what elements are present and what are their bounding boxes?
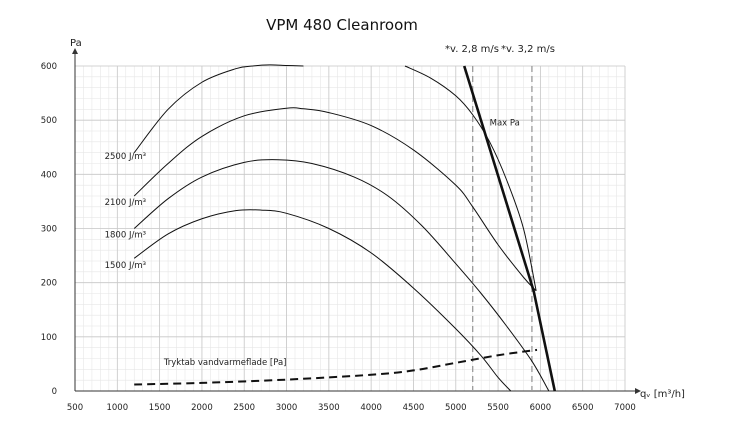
y-tick-label: 300 xyxy=(41,225,57,235)
chart-title: VPM 480 Cleanroom xyxy=(266,16,418,34)
y-tick-label: 500 xyxy=(41,116,57,126)
x-tick-label: 4000 xyxy=(360,403,382,413)
y-tick-label: 200 xyxy=(41,279,57,289)
x-tick-label: 7000 xyxy=(614,403,636,413)
x-tick-label: 3500 xyxy=(318,403,340,413)
curve-label: 1500 J/m³ xyxy=(105,261,146,271)
x-axis-arrow xyxy=(635,388,641,394)
y-tick-label: 100 xyxy=(41,333,57,343)
curve-label: 1800 J/m³ xyxy=(105,231,146,241)
x-tick-label: 6500 xyxy=(572,403,594,413)
x-tick-label: 2000 xyxy=(191,403,213,413)
series-line xyxy=(462,65,557,392)
y-tick-label: 600 xyxy=(41,62,57,72)
x-tick-label: 5000 xyxy=(445,403,467,413)
x-tick-label: 6000 xyxy=(530,403,552,413)
y-axis-label: Pa xyxy=(70,38,82,49)
series-line xyxy=(133,209,512,392)
annotations: *v. 2,8 m/s *v. 3,2 m/s 2500 J/m³ 2100 J/m³… xyxy=(105,44,555,368)
series-line xyxy=(133,107,537,292)
curve-label: Max Pa xyxy=(490,119,520,129)
series-group xyxy=(133,64,557,392)
x-tick-label: 500 xyxy=(67,403,83,413)
velocity-label: *v. 2,8 m/s xyxy=(445,44,499,55)
series-line xyxy=(134,348,538,386)
series-line xyxy=(133,64,304,153)
y-tick-label: 400 xyxy=(41,170,57,180)
x-tick-label: 1000 xyxy=(106,403,128,413)
y-tick-label: 0 xyxy=(52,387,57,397)
curve-label: 2500 J/m³ xyxy=(105,152,146,162)
x-tick-label: 5500 xyxy=(487,403,509,413)
x-axis-label: qᵥ [m³/h] xyxy=(640,389,685,400)
x-tick-label: 2500 xyxy=(233,403,255,413)
x-tick-label: 3000 xyxy=(276,403,298,413)
curve-label: Tryktab vandvarmeflade [Pa] xyxy=(163,358,287,368)
y-axis-arrow xyxy=(72,48,78,54)
velocity-label: *v. 3,2 m/s xyxy=(501,44,555,55)
series-line xyxy=(133,159,550,392)
curve-label: 2100 J/m³ xyxy=(105,198,146,208)
x-tick-label: 4500 xyxy=(403,403,425,413)
grid xyxy=(72,48,641,394)
x-tick-label: 1500 xyxy=(149,403,171,413)
axis-ticks: 500 1000 1500 2000 2500 3000 3500 4000 4500 5000 5… xyxy=(41,62,636,413)
series-line xyxy=(404,65,537,291)
